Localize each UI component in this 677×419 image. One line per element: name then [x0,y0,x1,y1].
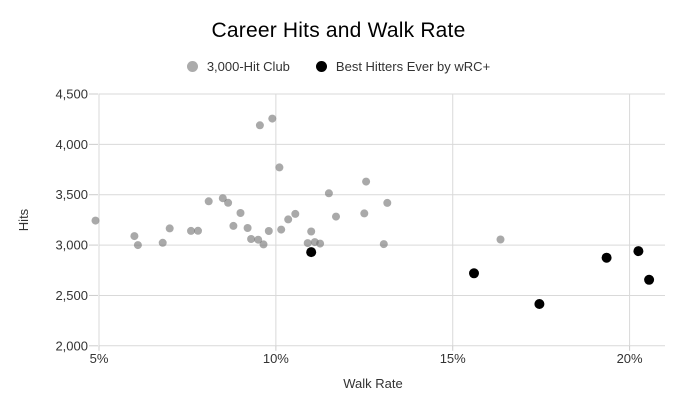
black-dot-swatch-icon [315,60,327,72]
y-tick-label: 3,000 [55,238,88,253]
axis-ticks [89,93,631,351]
data-point-black[interactable] [469,268,479,279]
chart-title: Career Hits and Walk Rate [211,19,466,42]
data-point-gray[interactable] [229,221,238,230]
x-tick-label: 15% [440,351,466,366]
legend-item-best-hitters[interactable]: Best Hitters Ever by wRC+ [315,58,491,74]
y-axis-tick-labels: 4,500 4,000 3,500 3,000 2,500 2,000 [55,87,88,354]
data-point-gray[interactable] [165,224,174,233]
data-point-gray[interactable] [187,226,195,235]
legend-label-3000-hit-club: 3,000-Hit Club [206,58,290,74]
data-point-black[interactable] [633,246,644,257]
data-point-black[interactable] [601,252,612,263]
legend: 3,000-Hit Club Best Hitters Ever by wRC+ [0,57,677,75]
gray-dot-swatch-icon [186,60,198,72]
data-point-gray[interactable] [204,197,213,206]
data-point-gray[interactable] [316,239,325,248]
legend-label-best-hitters: Best Hitters Ever by wRC+ [335,58,491,74]
data-point-gray[interactable] [247,235,256,243]
data-point-gray[interactable] [224,198,233,207]
data-point-gray[interactable] [236,209,245,217]
data-point-gray[interactable] [254,235,263,244]
data-point-gray[interactable] [277,225,286,234]
x-tick-label: 10% [263,351,289,366]
gridlines [98,93,665,347]
data-point-gray[interactable] [130,232,139,241]
data-point-gray[interactable] [255,121,264,130]
data-point-gray[interactable] [307,227,316,236]
data-point-gray[interactable] [194,226,202,235]
data-point-gray[interactable] [243,224,252,232]
y-tick-label: 4,000 [55,137,88,152]
scatter-points [91,114,655,309]
x-axis-tick-labels: 5% 10% 15% 20% [90,351,643,366]
x-axis-title: Walk Rate [343,376,402,391]
y-tick-label: 3,500 [55,187,88,202]
data-point-gray[interactable] [362,177,371,186]
y-tick-label: 2,000 [55,338,88,353]
legend-item-3000-hit-club[interactable]: 3,000-Hit Club [186,58,290,74]
data-point-gray[interactable] [133,241,142,250]
data-point-gray[interactable] [264,227,273,235]
data-point-gray[interactable] [383,198,392,207]
data-point-gray[interactable] [332,212,340,221]
data-point-black[interactable] [534,299,545,309]
data-point-gray[interactable] [379,240,388,249]
data-point-gray[interactable] [291,209,300,218]
data-point-black[interactable] [306,247,317,258]
y-tick-label: 4,500 [55,87,88,102]
y-tick-label: 2,500 [55,288,88,303]
data-point-gray[interactable] [324,189,333,198]
data-point-black[interactable] [644,274,655,285]
data-point-gray[interactable] [158,238,167,247]
data-point-gray[interactable] [284,215,293,224]
data-point-gray[interactable] [91,216,100,225]
data-point-gray[interactable] [496,235,505,244]
data-point-gray[interactable] [360,209,369,218]
x-tick-label: 20% [617,351,643,366]
data-point-gray[interactable] [268,114,277,123]
data-point-gray[interactable] [275,163,284,172]
data-point-gray[interactable] [303,239,312,248]
data-point-gray[interactable] [259,240,268,249]
data-point-gray[interactable] [218,194,227,203]
x-tick-label: 5% [90,351,109,366]
y-axis-title: Hits [16,208,31,231]
